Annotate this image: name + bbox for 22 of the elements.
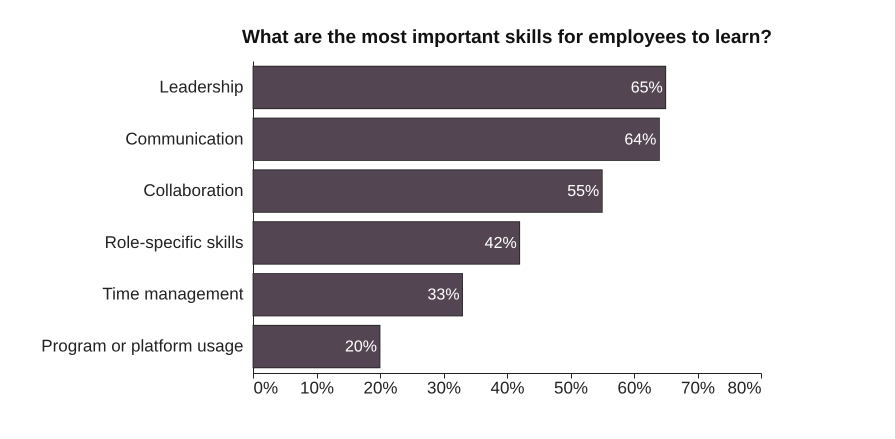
chart-title: What are the most important skills for employees to learn? — [242, 27, 772, 48]
data-label: 20% — [344, 338, 377, 356]
x-tick-label: 10% — [300, 378, 334, 398]
y-tick-label: Collaboration — [143, 181, 244, 200]
data-label: 64% — [624, 131, 656, 148]
y-tick-label: Communication — [125, 129, 244, 148]
data-label: 65% — [630, 79, 663, 96]
y-tick-label: Leadership — [159, 77, 244, 96]
x-tick-label: 80% — [727, 378, 762, 398]
x-tick-label: 20% — [363, 378, 398, 398]
x-tick-label: 50% — [554, 378, 588, 398]
data-label: 42% — [484, 234, 517, 252]
y-tick-label: Role-specific skills — [104, 232, 244, 252]
y-tick-label: Time management — [102, 284, 244, 304]
x-tick-label: 30% — [426, 378, 462, 398]
data-label: 33% — [428, 286, 460, 304]
x-tick-label: 40% — [490, 378, 525, 398]
data-label: 55% — [567, 183, 600, 200]
y-tick-label: Program or platform usage — [41, 336, 244, 356]
x-tick-label: 60% — [617, 378, 652, 398]
x-tick-label: 70% — [680, 378, 716, 398]
x-tick-label: 0% — [254, 378, 278, 398]
